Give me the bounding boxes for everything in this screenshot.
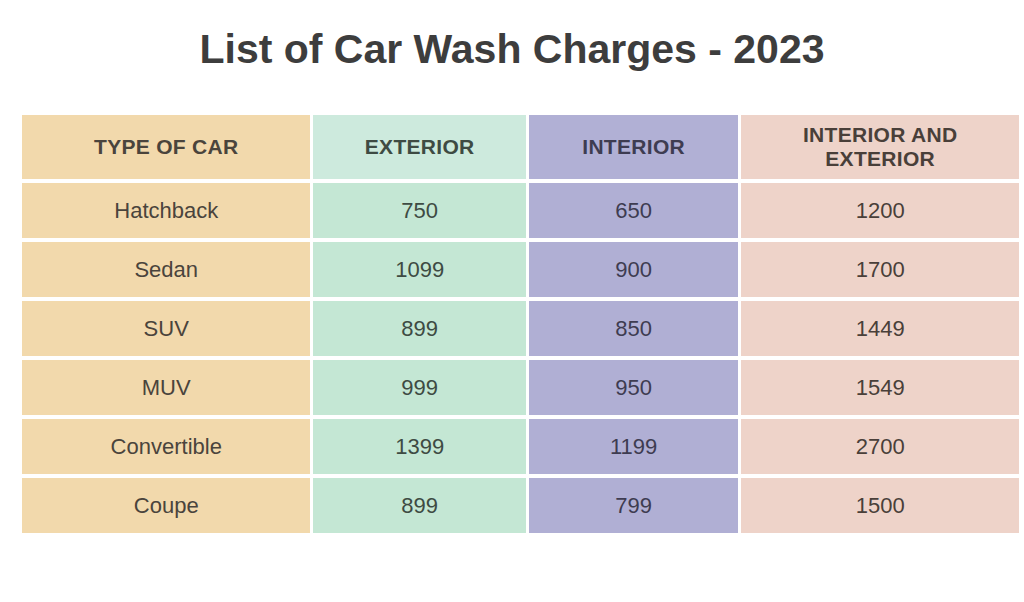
page: List of Car Wash Charges - 2023 TYPE OF …	[0, 0, 1024, 602]
cell-interior-price: 1199	[529, 419, 738, 474]
column-header-type-of-car: TYPE OF CAR	[22, 115, 310, 179]
cell-interior-price: 650	[529, 183, 738, 238]
cell-exterior-price: 899	[313, 301, 525, 356]
cell-interior-exterior-price: 1500	[741, 478, 1019, 533]
column-header-label: INTERIOR AND EXTERIOR	[780, 123, 980, 171]
cell-exterior-price: 1099	[313, 242, 525, 297]
header-row: TYPE OF CAR EXTERIOR INTERIOR INTERIOR A…	[22, 115, 1019, 179]
cell-interior-exterior-price: 1449	[741, 301, 1019, 356]
cell-exterior-price: 899	[313, 478, 525, 533]
cell-interior-exterior-price: 2700	[741, 419, 1019, 474]
cell-type-of-car: SUV	[22, 301, 310, 356]
column-header-exterior: EXTERIOR	[313, 115, 525, 179]
cell-exterior-price: 750	[313, 183, 525, 238]
cell-type-of-car: Sedan	[22, 242, 310, 297]
car-wash-charges-table: TYPE OF CAR EXTERIOR INTERIOR INTERIOR A…	[19, 111, 1022, 537]
cell-interior-exterior-price: 1549	[741, 360, 1019, 415]
cell-type-of-car: MUV	[22, 360, 310, 415]
cell-exterior-price: 1399	[313, 419, 525, 474]
cell-interior-exterior-price: 1200	[741, 183, 1019, 238]
table-row-sedan: Sedan 1099 900 1700	[22, 242, 1019, 297]
cell-interior-exterior-price: 1700	[741, 242, 1019, 297]
cell-type-of-car: Coupe	[22, 478, 310, 533]
table-row-muv: MUV 999 950 1549	[22, 360, 1019, 415]
column-header-label: EXTERIOR	[365, 135, 475, 159]
table-row-suv: SUV 899 850 1449	[22, 301, 1019, 356]
table-row-coupe: Coupe 899 799 1500	[22, 478, 1019, 533]
cell-interior-price: 900	[529, 242, 738, 297]
cell-interior-price: 799	[529, 478, 738, 533]
column-header-label: TYPE OF CAR	[94, 135, 238, 159]
cell-interior-price: 950	[529, 360, 738, 415]
table-row-hatchback: Hatchback 750 650 1200	[22, 183, 1019, 238]
cell-type-of-car: Hatchback	[22, 183, 310, 238]
cell-type-of-car: Convertible	[22, 419, 310, 474]
column-header-interior-and-exterior: INTERIOR AND EXTERIOR	[741, 115, 1019, 179]
page-title: List of Car Wash Charges - 2023	[0, 0, 1024, 73]
column-header-interior: INTERIOR	[529, 115, 738, 179]
cell-interior-price: 850	[529, 301, 738, 356]
table-row-convertible: Convertible 1399 1199 2700	[22, 419, 1019, 474]
column-header-label: INTERIOR	[582, 135, 685, 159]
cell-exterior-price: 999	[313, 360, 525, 415]
